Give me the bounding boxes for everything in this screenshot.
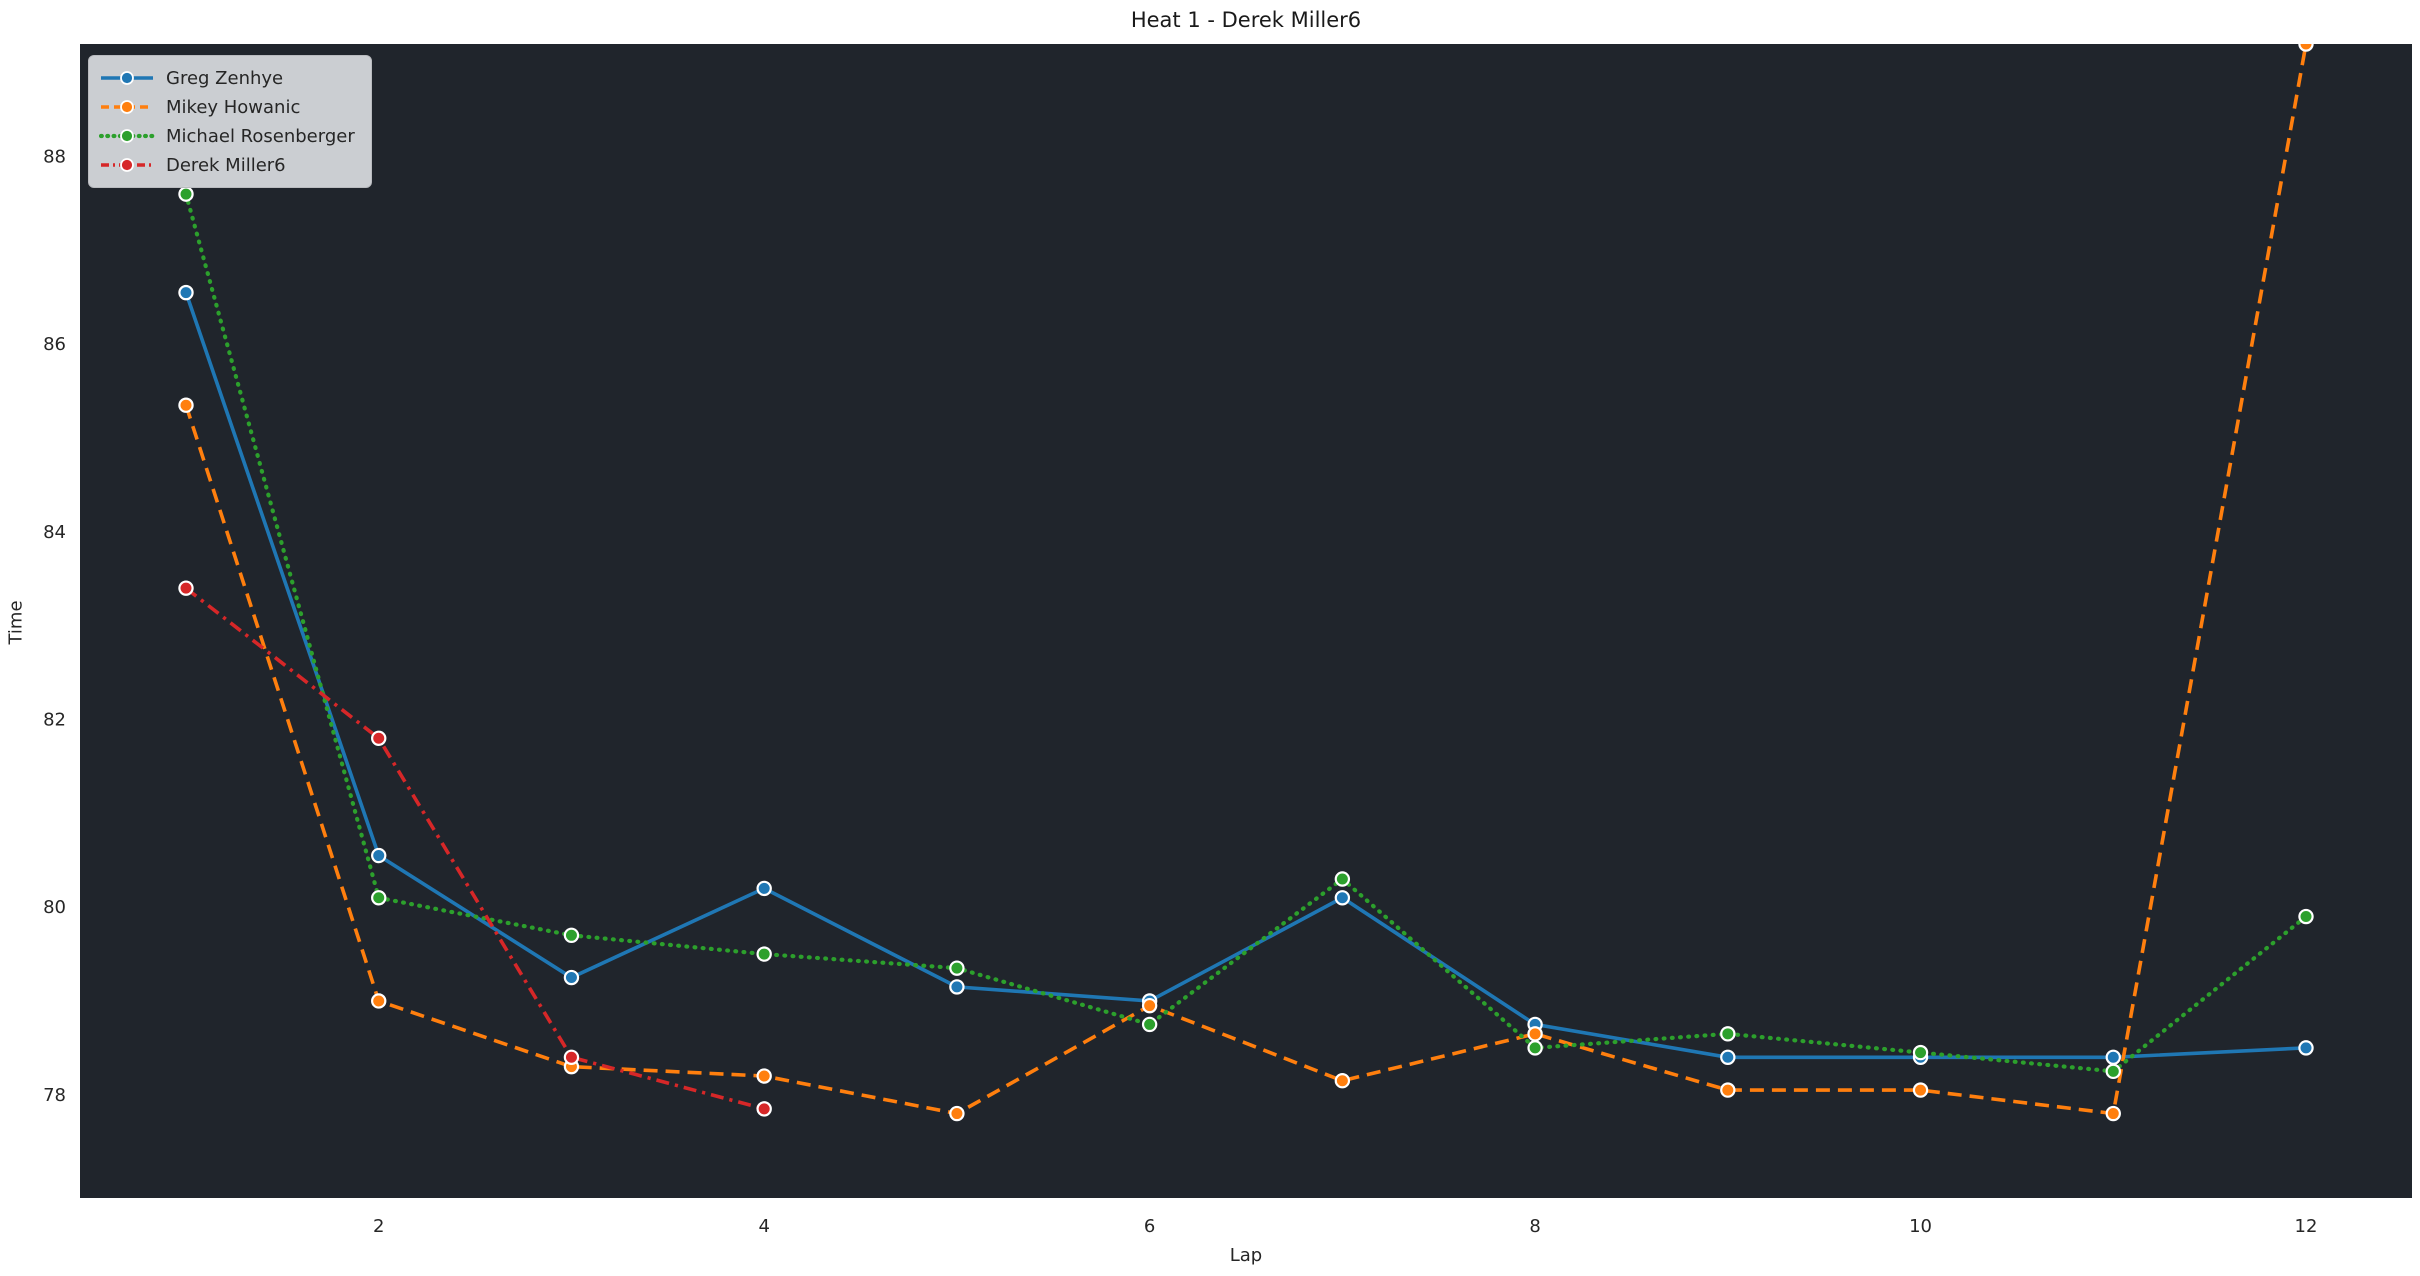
- series-line-greg-zenhye: [184, 292, 2307, 1060]
- series-line-mikey-howanic: [184, 44, 2308, 1116]
- legend-item: Derek Miller6: [99, 152, 355, 178]
- data-point: [949, 960, 965, 976]
- data-point: [563, 1049, 580, 1065]
- data-point: [756, 1068, 772, 1084]
- data-point: [1720, 1082, 1736, 1098]
- x-tick-label: 2: [373, 1216, 384, 1237]
- data-point: [178, 284, 194, 301]
- x-tick-label: 12: [2295, 1216, 2318, 1237]
- data-point: [1527, 1040, 1543, 1056]
- data-point: [371, 993, 387, 1009]
- data-point: [2105, 1049, 2121, 1065]
- data-point: [1334, 871, 1351, 887]
- data-point: [2298, 1040, 2314, 1056]
- data-point: [1334, 1073, 1351, 1089]
- data-point: [371, 890, 387, 906]
- y-tick-label: 88: [43, 147, 66, 168]
- series-line-michael-rosenberger: [183, 192, 2309, 1074]
- legend-swatch-solid: [101, 71, 153, 85]
- legend-swatch-dashed: [101, 100, 153, 114]
- y-axis-label: Time: [5, 600, 27, 645]
- chart-title: Heat 1 - Derek Miller6: [1130, 8, 1362, 32]
- data-point: [1334, 890, 1351, 906]
- legend-swatch-dashdot: [101, 158, 153, 172]
- legend-label: Michael Rosenberger: [166, 125, 355, 147]
- data-point: [1912, 1082, 1929, 1098]
- y-tick-label: 84: [43, 522, 66, 543]
- data-point: [1912, 1044, 1929, 1061]
- y-tick-label: 82: [43, 710, 66, 731]
- data-point: [371, 730, 387, 746]
- data-point: [949, 979, 965, 995]
- legend-item: Greg Zenhye: [99, 65, 355, 91]
- data-point: [2105, 1063, 2121, 1080]
- data-point: [756, 946, 772, 962]
- data-point: [1720, 1026, 1736, 1042]
- y-tick-label: 78: [43, 1085, 66, 1106]
- data-point: [371, 847, 387, 864]
- data-point: [2105, 1105, 2121, 1122]
- x-tick-label: 8: [1529, 1216, 1540, 1237]
- data-point: [2298, 44, 2314, 52]
- data-point: [1527, 1026, 1543, 1042]
- data-point: [2298, 908, 2314, 925]
- x-tick-label: 10: [1909, 1216, 1932, 1237]
- legend-item: Mikey Howanic: [99, 94, 355, 120]
- y-tick-label: 86: [43, 334, 66, 355]
- data-point: [178, 580, 194, 596]
- data-point: [1720, 1049, 1736, 1065]
- legend-label: Mikey Howanic: [166, 96, 301, 118]
- x-tick-label: 4: [758, 1216, 769, 1237]
- data-point: [563, 969, 580, 986]
- data-point: [178, 186, 194, 202]
- data-point: [178, 397, 194, 413]
- data-point: [1141, 1016, 1158, 1033]
- legend-label: Derek Miller6: [166, 154, 286, 176]
- x-tick-label: 6: [1144, 1216, 1155, 1237]
- legend-label: Greg Zenhye: [166, 67, 284, 89]
- legend-swatch-dotted: [99, 129, 155, 143]
- legend: Greg Zenhye Mikey Howanic Michael Rosenber…: [88, 55, 372, 188]
- series-line-derek-miller6: [184, 586, 765, 1111]
- legend-item: Michael Rosenberger: [99, 123, 355, 149]
- y-tick-label: 80: [43, 897, 66, 918]
- plot-background: [80, 44, 2412, 1198]
- data-point: [563, 927, 580, 944]
- data-point: [949, 1105, 965, 1122]
- data-point: [756, 1101, 772, 1117]
- data-point: [1141, 997, 1158, 1014]
- data-point: [756, 880, 772, 897]
- x-axis-label: Lap: [1229, 1245, 1263, 1266]
